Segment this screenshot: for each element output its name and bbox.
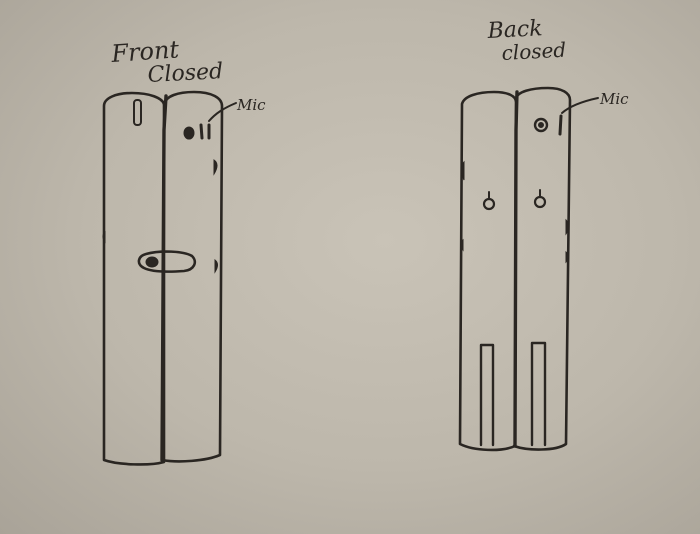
back-mic-slit — [558, 114, 563, 136]
front-mic-slit — [199, 123, 204, 140]
front-top-slot — [133, 99, 142, 126]
back-title: Back — [486, 16, 543, 44]
front-clasp-button — [145, 256, 159, 268]
front-mic-leader — [208, 102, 237, 122]
back-left-bottom-slot — [479, 343, 495, 447]
front-right-tube — [160, 90, 224, 463]
back-mic-leader — [561, 97, 599, 114]
back-side-bump-3 — [565, 218, 570, 236]
back-view: Back closed Mic — [458, 16, 629, 452]
front-mic-hole — [183, 126, 195, 140]
front-side-bump-3 — [102, 230, 106, 244]
back-right-bottom-slot — [530, 341, 547, 447]
back-right-tube — [512, 86, 572, 451]
front-mic-label: Mic — [236, 96, 266, 114]
back-left-tube — [458, 90, 518, 452]
front-left-tube — [102, 91, 166, 466]
back-side-bump-1 — [460, 160, 465, 181]
back-mic-hole-center — [538, 122, 544, 128]
front-center-seam — [160, 94, 168, 462]
front-subtitle: Closed — [147, 59, 224, 88]
front-view: Front Closed Mic — [102, 35, 266, 466]
back-center-seam — [513, 90, 519, 448]
back-left-keyhole — [482, 197, 496, 211]
front-title: Front — [109, 35, 180, 68]
back-subtitle: closed — [501, 38, 567, 65]
back-mic-hole — [533, 117, 549, 133]
back-mic-label: Mic — [599, 90, 629, 108]
back-side-bump-2 — [460, 238, 464, 252]
front-center-clasp — [137, 250, 197, 273]
front-side-bump-2 — [214, 258, 218, 274]
back-right-keyhole — [533, 195, 547, 209]
front-side-bump-1 — [213, 159, 218, 176]
back-side-bump-4 — [565, 250, 569, 264]
